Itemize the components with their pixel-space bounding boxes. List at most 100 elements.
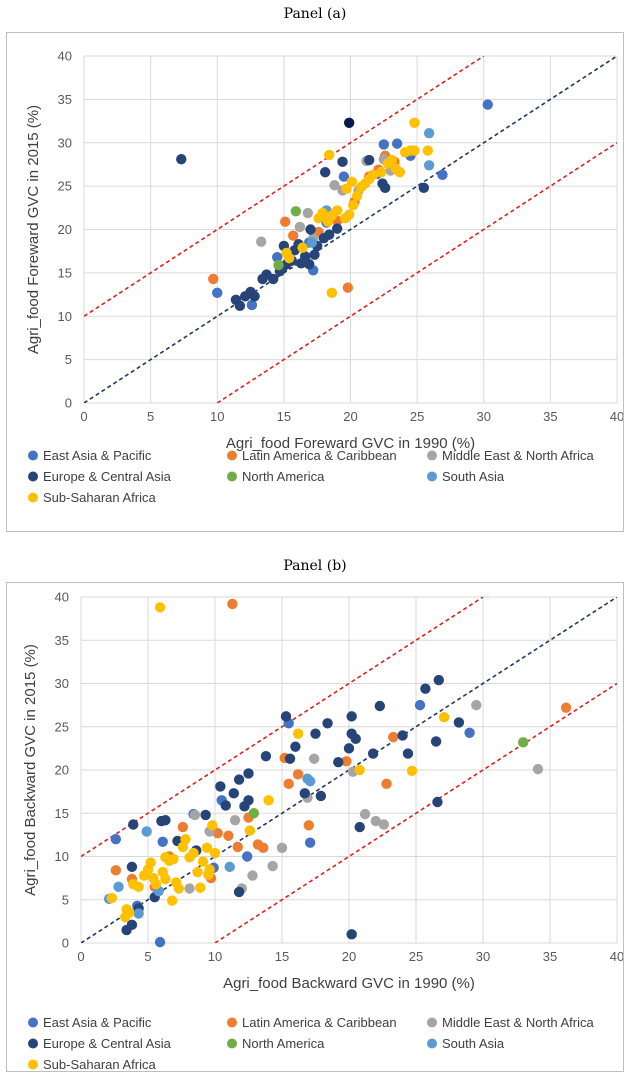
panel-b-legend-marker-europe-central-asia	[28, 1038, 38, 1049]
panel-b-point-middle-east-north-africa	[532, 763, 544, 775]
panel-b-point-sub-saharan-africa	[168, 853, 179, 865]
panel-b-y-tick-label: 20	[55, 763, 69, 778]
panel-a-point-sub-saharan-africa	[347, 200, 359, 211]
panel-a-point-latin-america-caribbean	[342, 282, 354, 293]
panel-a-point-sub-saharan-africa	[284, 252, 295, 264]
panel-b-point-east-asia-pacific	[304, 837, 316, 848]
panel-b-point-europe-central-asia	[397, 730, 408, 741]
panel-b-point-middle-east-north-africa	[229, 814, 241, 826]
panel-b-y-tick-label: 0	[62, 936, 69, 951]
panel-b-point-sub-saharan-africa	[244, 825, 256, 836]
panel-a-point-sub-saharan-africa	[331, 205, 343, 216]
panel-a-point-east-asia-pacific	[246, 299, 258, 311]
panel-a-point-latin-america-caribbean	[288, 230, 299, 241]
panel-b-point-europe-central-asia	[126, 919, 138, 931]
panel-a-band-line-1	[84, 56, 485, 317]
panel-b-point-sub-saharan-africa	[197, 856, 209, 867]
panel-b-point-europe-central-asia	[220, 800, 231, 811]
panel-b-point-latin-america-caribbean	[341, 756, 352, 767]
panel-b-point-latin-america-caribbean	[388, 731, 399, 743]
panel-b-legend-marker-middle-east-north-africa	[427, 1017, 437, 1028]
panel-a-y-axis-label: Agri_food Foreward GVC in 2015 (%)	[25, 105, 42, 354]
panel-b-point-middle-east-north-africa	[471, 699, 482, 711]
panel-a-x-tick-label: 35	[543, 409, 557, 424]
panel-a-point-east-asia-pacific	[212, 287, 223, 299]
panel-b-point-middle-east-north-africa	[247, 870, 258, 881]
panel-b-legend-marker-latin-america-caribbean	[227, 1017, 237, 1028]
panel-a-x-tick-label: 40	[610, 409, 623, 424]
panel-b-point-europe-central-asia	[299, 788, 310, 799]
panel-b-point-latin-america-caribbean	[227, 598, 238, 610]
panel-a-x-tick-label: 25	[410, 409, 424, 424]
panel-a-point-europe-central-asia	[363, 154, 375, 166]
panel-b-point-europe-central-asia	[346, 711, 357, 722]
panel-a-y-tick-label: 25	[58, 179, 72, 194]
panel-b-x-tick-label: 15	[275, 949, 289, 964]
panel-b-point-latin-america-caribbean	[212, 827, 223, 839]
panel-b-point-east-asia-pacific	[157, 836, 168, 847]
panel-b-point-europe-central-asia	[228, 788, 239, 799]
panel-a-point-sub-saharan-africa	[317, 207, 328, 219]
panel-a-point-sub-saharan-africa	[326, 287, 338, 299]
panel-a-legend-marker-north-america	[227, 471, 237, 482]
panel-b-point-europe-central-asia	[420, 683, 431, 694]
panel-b-point-sub-saharan-africa	[209, 847, 221, 859]
panel-b-point-europe-central-asia	[233, 774, 245, 785]
panel-a-point-sub-saharan-africa	[341, 183, 352, 194]
panel-b-point-europe-central-asia	[128, 819, 139, 830]
panel-a-y-tick-label: 40	[58, 49, 72, 64]
panel-a-point-europe-central-asia	[176, 154, 187, 165]
panel-b-point-europe-central-asia	[432, 796, 443, 808]
panel-a-point-europe-central-asia	[299, 251, 311, 262]
panel-b-point-europe-central-asia	[233, 886, 245, 898]
panel-b-x-tick-label: 40	[610, 949, 623, 964]
panel-b-band-line-1	[81, 597, 484, 858]
panel-a-point-north-america	[290, 206, 302, 217]
panel-b-point-latin-america-caribbean	[381, 778, 392, 790]
panel-b-point-europe-central-asia	[402, 748, 414, 759]
panel-b-point-sub-saharan-africa	[173, 883, 185, 894]
panel-a-y-tick-label: 10	[58, 309, 72, 324]
panel-b-x-tick-label: 5	[144, 949, 151, 964]
panel-b-x-tick-label: 10	[208, 949, 222, 964]
panel-a-point-europe-central-asia	[337, 156, 348, 168]
panel-b-point-latin-america-caribbean	[283, 778, 294, 790]
panel-b-x-tick-label: 35	[543, 949, 557, 964]
panel-b-point-europe-central-asia	[260, 750, 272, 762]
panel-a-point-sub-saharan-africa	[343, 209, 355, 220]
panel-b-point-latin-america-caribbean	[110, 865, 122, 876]
panel-a-point-europe-central-asia	[234, 300, 246, 312]
panel-a-point-middle-east-north-africa	[256, 236, 267, 247]
panel-a-legend-marker-europe-central-asia	[28, 471, 38, 482]
panel-a-legend-marker-south-asia	[427, 471, 437, 482]
panel-b-x-tick-label: 25	[409, 949, 423, 964]
panel-a-point-sub-saharan-africa	[405, 145, 416, 156]
panel-b-y-tick-label: 5	[62, 892, 69, 907]
panel-a-point-europe-central-asia	[331, 223, 343, 234]
panel-a-x-tick-label: 10	[210, 409, 224, 424]
panel-b-point-sub-saharan-africa	[188, 847, 199, 859]
panel-b-point-sub-saharan-africa	[145, 857, 156, 868]
panel-b-point-sub-saharan-africa	[160, 852, 171, 863]
panel-a-point-europe-central-asia	[323, 229, 335, 240]
panel-b-point-sub-saharan-africa	[195, 882, 206, 893]
panel-b-point-europe-central-asia	[243, 795, 254, 806]
panel-b-legend-label-north-america: North America	[242, 1036, 325, 1051]
panel-b-point-south-asia	[113, 881, 124, 892]
panel-b-y-tick-label: 10	[55, 849, 69, 864]
panel-a-point-east-asia-pacific	[378, 139, 390, 150]
panel-b-point-europe-central-asia	[350, 733, 361, 745]
panel-b-legend-label-europe-central-asia: Europe & Central Asia	[43, 1036, 172, 1051]
panel-a-title: Panel (a)	[283, 6, 347, 22]
panel-b-x-axis-label: Agri_food Backward GVC in 1990 (%)	[223, 975, 475, 992]
panel-a-band-line-2	[216, 142, 617, 403]
panel-a-legend-label-middle-east-north-africa: Middle East & North Africa	[442, 448, 594, 463]
panel-b-y-tick-label: 25	[55, 719, 69, 734]
panel-b-legend-label-east-asia-pacific: East Asia & Pacific	[43, 1015, 152, 1030]
panel-a-y-tick-label: 30	[58, 135, 72, 150]
panel-b-y-tick-label: 15	[55, 806, 69, 821]
panel-a-point-middle-east-north-africa	[302, 207, 314, 219]
panel-b-legend-marker-sub-saharan-africa	[28, 1059, 38, 1070]
panel-b-point-europe-central-asia	[160, 814, 171, 826]
panel-a-x-tick-label: 5	[147, 409, 154, 424]
